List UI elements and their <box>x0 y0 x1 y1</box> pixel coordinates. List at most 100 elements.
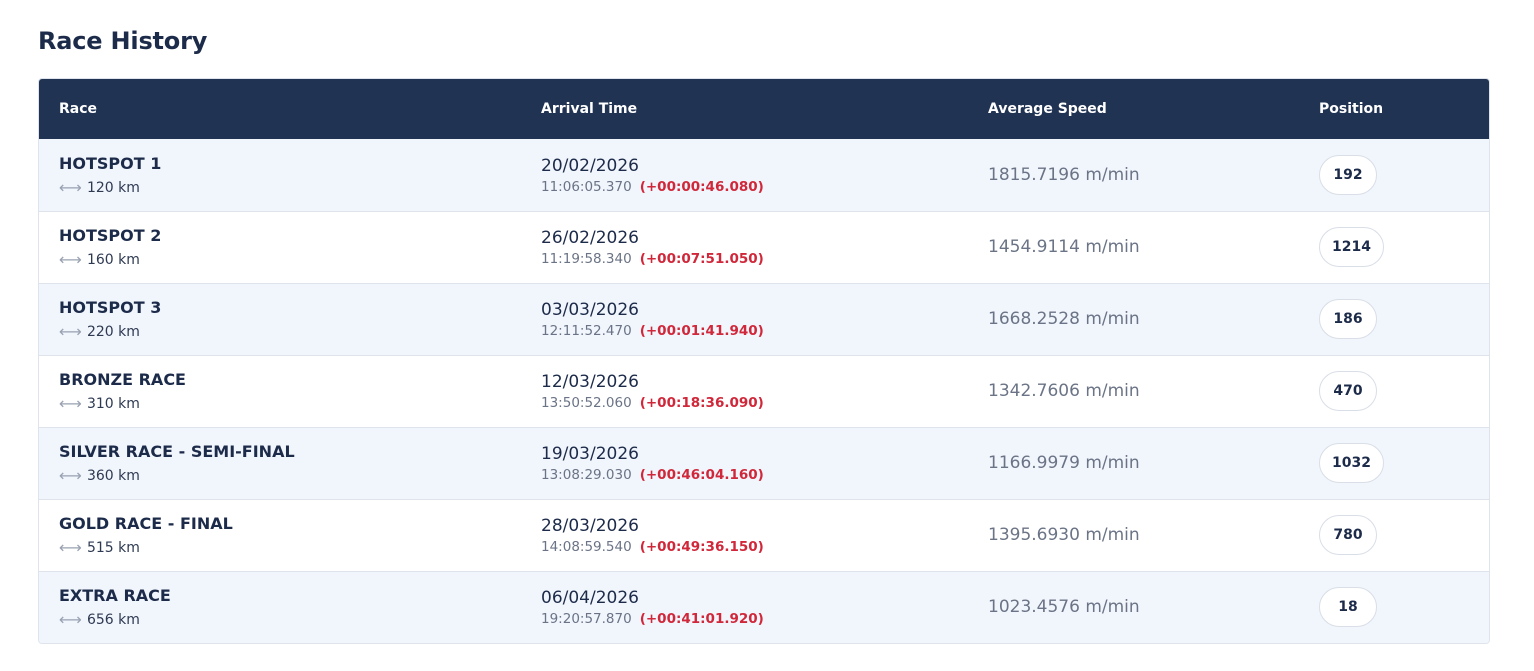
race-distance: ⟷ 310 km <box>59 396 521 413</box>
distance-arrow-icon: ⟷ <box>59 322 82 341</box>
race-history-table: Race Arrival Time Average Speed Position… <box>38 78 1490 644</box>
average-speed: 1454.9114 m/min <box>988 237 1140 257</box>
arrival-time-line: 11:19:58.340 (+00:07:51.050) <box>541 251 968 267</box>
time-gap: (+00:00:46.080) <box>639 178 764 195</box>
distance-arrow-icon: ⟷ <box>59 610 82 630</box>
arrival-time-line: 12:11:52.470 (+00:01:41.940) <box>541 323 968 339</box>
race-cell: HOTSPOT 3 ⟷ 220 km <box>39 283 521 355</box>
table-header-row: Race Arrival Time Average Speed Position <box>39 79 1489 139</box>
arrival-time: 13:08:29.030 <box>541 467 632 483</box>
average-speed: 1395.6930 m/min <box>988 525 1140 545</box>
position-cell: 780 <box>1299 499 1489 571</box>
arrival-time: 11:19:58.340 <box>541 251 632 267</box>
table-row: HOTSPOT 3 ⟷ 220 km 03/03/2026 12:11:52.470 (+… <box>39 283 1489 355</box>
race-distance-value: 220 km <box>86 324 140 340</box>
table-row: BRONZE RACE ⟷ 310 km 12/03/2026 13:50:52.060… <box>39 355 1489 427</box>
position-badge: 192 <box>1319 154 1377 195</box>
arrival-time-line: 13:50:52.060 (+00:18:36.090) <box>541 395 968 411</box>
arrival-cell: 20/02/2026 11:06:05.370 (+00:00:46.080) <box>521 139 968 211</box>
time-gap: (+00:01:41.940) <box>639 323 764 339</box>
position-badge: 1032 <box>1319 443 1384 483</box>
speed-cell: 1815.7196 m/min <box>968 139 1299 211</box>
average-speed: 1342.7606 m/min <box>988 381 1140 401</box>
speed-cell: 1668.2528 m/min <box>968 283 1299 355</box>
arrival-cell: 28/03/2026 14:08:59.540 (+00:49:36.150) <box>521 499 968 571</box>
position-badge: 1214 <box>1319 227 1384 267</box>
race-cell: GOLD RACE - FINAL ⟷ 515 km <box>39 499 521 571</box>
race-distance-value: 360 km <box>86 468 140 484</box>
distance-arrow-icon: ⟷ <box>59 538 82 557</box>
race-distance: ⟷ 656 km <box>59 610 521 630</box>
distance-arrow-icon: ⟷ <box>59 250 82 269</box>
race-distance: ⟷ 360 km <box>59 466 521 485</box>
arrival-time-line: 11:06:05.370 (+00:00:46.080) <box>541 179 968 195</box>
column-header-position: Position <box>1319 101 1384 117</box>
race-name: EXTRA RACE <box>59 586 171 606</box>
arrival-cell: 26/02/2026 11:19:58.340 (+00:07:51.050) <box>521 211 968 283</box>
race-distance: ⟷ 120 km <box>59 177 521 197</box>
average-speed: 1023.4576 m/min <box>988 597 1140 618</box>
position-cell: 18 <box>1299 571 1489 643</box>
arrival-time: 19:20:57.870 <box>541 611 632 628</box>
arrival-time: 11:06:05.370 <box>541 178 632 195</box>
position-cell: 192 <box>1299 139 1489 211</box>
arrival-date: 28/03/2026 <box>541 516 639 536</box>
arrival-time-line: 13:08:29.030 (+00:46:04.160) <box>541 467 968 483</box>
column-header-arrival-time: Arrival Time <box>541 101 638 117</box>
speed-cell: 1166.9979 m/min <box>968 427 1299 499</box>
race-cell: EXTRA RACE ⟷ 656 km <box>39 571 521 643</box>
race-distance-value: 310 km <box>86 396 140 412</box>
time-gap: (+00:41:01.920) <box>639 611 764 628</box>
distance-arrow-icon: ⟷ <box>59 177 82 197</box>
speed-cell: 1023.4576 m/min <box>968 571 1299 643</box>
average-speed: 1668.2528 m/min <box>988 309 1140 329</box>
race-distance: ⟷ 160 km <box>59 250 521 269</box>
time-gap: (+00:46:04.160) <box>639 467 764 483</box>
arrival-time-line: 19:20:57.870 (+00:41:01.920) <box>541 611 968 627</box>
position-cell: 1032 <box>1299 427 1489 499</box>
position-cell: 470 <box>1299 355 1489 427</box>
race-distance-value: 515 km <box>86 540 140 556</box>
arrival-date: 20/02/2026 <box>541 155 639 176</box>
race-name: HOTSPOT 2 <box>59 226 162 245</box>
time-gap: (+00:18:36.090) <box>639 395 764 411</box>
table-row: EXTRA RACE ⟷ 656 km 06/04/2026 19:20:57.870 (… <box>39 571 1489 643</box>
position-badge: 780 <box>1319 515 1377 555</box>
position-badge: 186 <box>1319 299 1377 339</box>
arrival-date: 26/02/2026 <box>541 228 639 248</box>
race-cell: HOTSPOT 2 ⟷ 160 km <box>39 211 521 283</box>
page-title: Race History <box>38 27 208 55</box>
arrival-time: 13:50:52.060 <box>541 395 632 411</box>
arrival-date: 19/03/2026 <box>541 444 639 464</box>
average-speed: 1166.9979 m/min <box>988 453 1140 473</box>
race-name: HOTSPOT 1 <box>59 153 162 173</box>
table-row: SILVER RACE - SEMI-FINAL ⟷ 360 km 19/03/202… <box>39 427 1489 499</box>
arrival-time: 12:11:52.470 <box>541 323 632 339</box>
speed-cell: 1454.9114 m/min <box>968 211 1299 283</box>
arrival-date: 06/04/2026 <box>541 588 639 609</box>
column-header-race: Race <box>59 101 98 117</box>
arrival-date: 03/03/2026 <box>541 300 639 320</box>
arrival-cell: 12/03/2026 13:50:52.060 (+00:18:36.090) <box>521 355 968 427</box>
position-cell: 186 <box>1299 283 1489 355</box>
race-cell: SILVER RACE - SEMI-FINAL ⟷ 360 km <box>39 427 521 499</box>
position-badge: 18 <box>1319 587 1377 628</box>
arrival-cell: 03/03/2026 12:11:52.470 (+00:01:41.940) <box>521 283 968 355</box>
table-header: Race Arrival Time Average Speed Position <box>39 79 1489 139</box>
table-body: HOTSPOT 1 ⟷ 120 km 20/02/2026 11:06:05.370 (+… <box>39 139 1489 643</box>
time-gap: (+00:49:36.150) <box>639 539 764 555</box>
race-name: SILVER RACE - SEMI-FINAL <box>59 442 295 461</box>
arrival-cell: 06/04/2026 19:20:57.870 (+00:41:01.920) <box>521 571 968 643</box>
table-row: HOTSPOT 2 ⟷ 160 km 26/02/2026 11:19:58.340 (+… <box>39 211 1489 283</box>
race-distance: ⟷ 220 km <box>59 322 521 341</box>
arrival-time-line: 14:08:59.540 (+00:49:36.150) <box>541 539 968 555</box>
race-cell: BRONZE RACE ⟷ 310 km <box>39 355 521 427</box>
table-row: GOLD RACE - FINAL ⟷ 515 km 28/03/2026 14:08:… <box>39 499 1489 571</box>
race-distance-value: 656 km <box>86 612 140 629</box>
position-badge: 470 <box>1319 371 1377 411</box>
column-header-average-speed: Average Speed <box>988 101 1107 117</box>
race-distance-value: 160 km <box>86 252 140 268</box>
distance-arrow-icon: ⟷ <box>59 466 82 485</box>
table-row: HOTSPOT 1 ⟷ 120 km 20/02/2026 11:06:05.370 (+… <box>39 139 1489 211</box>
